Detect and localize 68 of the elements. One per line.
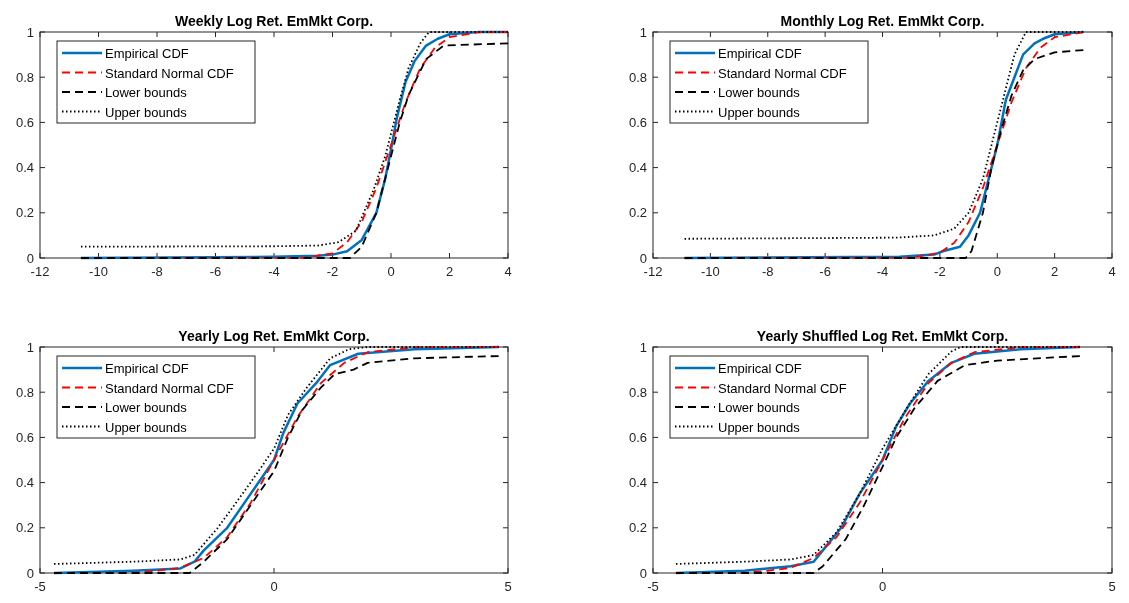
y-tick-label: 0.6	[15, 429, 34, 445]
y-tick-label: 0.6	[628, 114, 647, 130]
y-tick-label: 0.6	[628, 429, 647, 445]
x-tick-label: -6	[209, 264, 222, 279]
x-tick-label: 0	[387, 264, 395, 279]
x-tick-label: 2	[445, 264, 454, 279]
chart-title: Weekly Log Ret. EmMkt Corp.	[174, 13, 374, 29]
legend-label: Lower bounds	[718, 400, 801, 415]
x-tick-label: -2	[326, 264, 339, 279]
x-tick-label: 5	[504, 579, 512, 594]
y-tick-label: 0	[26, 250, 34, 266]
y-tick-label: 0.8	[15, 69, 34, 85]
legend-label: Lower bounds	[105, 85, 188, 100]
y-tick-label: 0.2	[15, 520, 34, 536]
y-tick-label: 1	[639, 339, 647, 355]
y-tick-label: 0	[639, 565, 647, 581]
y-tick-label: 0.2	[15, 205, 34, 221]
x-tick-label: 4	[1108, 264, 1116, 279]
y-tick-label: 1	[639, 24, 647, 40]
legend-label: Lower bounds	[718, 85, 801, 100]
x-tick-label: -6	[819, 264, 831, 279]
legend-label: Upper bounds	[718, 419, 801, 435]
x-tick-label: -5	[647, 579, 659, 594]
legend-label: Upper bounds	[105, 104, 188, 120]
y-tick-label: 0.4	[628, 475, 647, 491]
legend-label: Empirical CDF	[718, 361, 802, 376]
legend-label: Standard Normal CDF	[718, 65, 847, 81]
x-tick-label: -12	[643, 264, 663, 279]
legend-label: Upper bounds	[718, 104, 801, 120]
x-tick-label: -10	[89, 264, 108, 279]
legend-label: Upper bounds	[105, 419, 188, 435]
y-tick-label: 1	[26, 339, 34, 355]
y-tick-label: 0.8	[628, 69, 647, 85]
y-tick-label: 0.4	[15, 475, 34, 491]
x-tick-label: -4	[268, 264, 280, 279]
x-tick-label: 5	[1108, 579, 1116, 594]
legend-label: Empirical CDF	[718, 46, 802, 61]
x-tick-label: 0	[270, 579, 278, 594]
legend-label: Standard Normal CDF	[105, 65, 234, 81]
x-tick-label: -10	[700, 264, 720, 279]
y-tick-label: 0.6	[15, 114, 34, 130]
y-tick-label: 0	[26, 565, 34, 581]
y-tick-label: 0.2	[628, 520, 647, 536]
y-tick-label: 1	[26, 24, 34, 40]
x-tick-label: -8	[151, 264, 163, 279]
y-tick-label: 0.8	[15, 384, 34, 400]
y-tick-label: 0.2	[628, 205, 647, 221]
y-tick-label: 0.4	[15, 160, 34, 176]
x-tick-label: -8	[761, 264, 774, 279]
x-tick-label: 2	[1051, 264, 1059, 279]
x-tick-label: 0	[993, 264, 1001, 279]
x-tick-label: 4	[504, 264, 512, 279]
x-tick-label: -12	[30, 264, 50, 279]
chart-title: Yearly Log Ret. EmMkt Corp.	[178, 328, 370, 344]
legend-label: Standard Normal CDF	[105, 380, 234, 396]
legend-label: Empirical CDF	[105, 46, 189, 61]
x-tick-label: -5	[34, 579, 46, 594]
chart-title: Monthly Log Ret. EmMkt Corp.	[780, 13, 985, 29]
y-tick-label: 0	[639, 250, 647, 266]
y-tick-label: 0.4	[628, 160, 647, 176]
legend-label: Empirical CDF	[105, 361, 189, 376]
legend-label: Lower bounds	[105, 400, 188, 415]
legend-label: Standard Normal CDF	[718, 380, 847, 396]
x-tick-label: -2	[934, 264, 946, 279]
x-tick-label: 0	[878, 579, 887, 594]
y-tick-label: 0.8	[628, 384, 647, 400]
x-tick-label: -4	[876, 264, 889, 279]
chart-title: Yearly Shuffled Log Ret. EmMkt Corp.	[756, 328, 1009, 344]
